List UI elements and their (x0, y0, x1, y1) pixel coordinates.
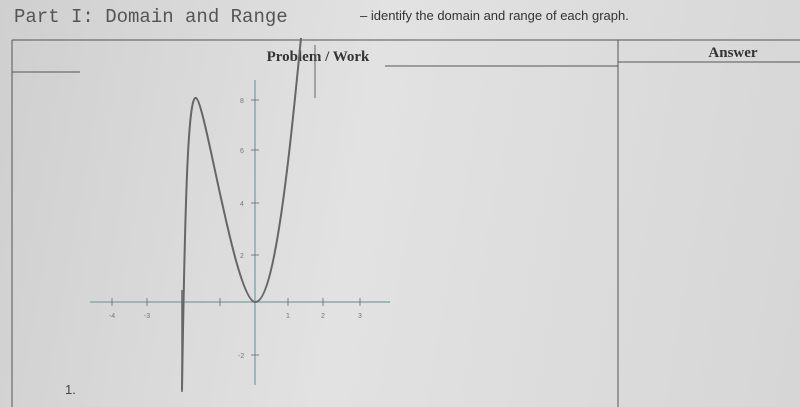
table-frame (11, 39, 800, 407)
section-instructions: – identify the domain and range of each … (360, 8, 629, 23)
graph-y-tick: 8 (240, 98, 244, 105)
graph-x-tick: -4 (109, 313, 115, 320)
graph-y-tick: 4 (240, 201, 244, 208)
graph-y-tick: -2 (238, 353, 244, 360)
graph-y-tick: 2 (240, 253, 244, 260)
graph-x-tick: -3 (144, 313, 150, 320)
graph-x-tick: 2 (321, 313, 325, 320)
graph-y-tick: 6 (240, 148, 244, 155)
column-header: Answer (708, 45, 758, 61)
graph-x-tick: 3 (358, 313, 362, 320)
graph (90, 37, 390, 392)
column-header: Problem / Work (267, 49, 370, 65)
section-title: Part I: Domain and Range (14, 6, 288, 28)
graph-x-tick: 1 (286, 313, 290, 320)
problem-number: 1. (65, 382, 76, 397)
